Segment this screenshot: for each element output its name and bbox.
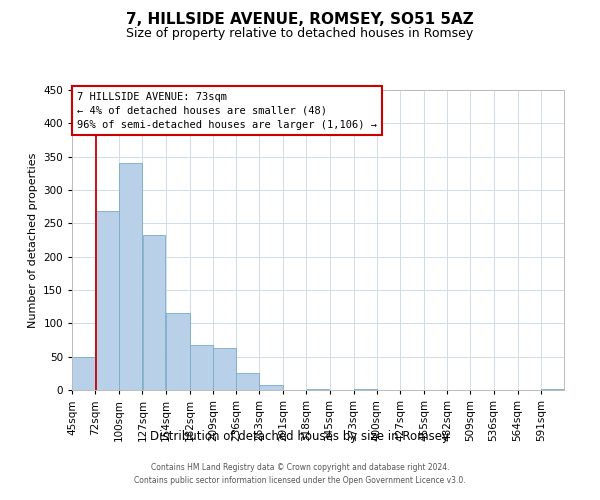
Bar [190, 344, 212, 390]
Y-axis label: Number of detached properties: Number of detached properties [28, 152, 38, 328]
Bar [72, 356, 95, 390]
Bar [166, 314, 190, 390]
Text: Contains HM Land Registry data © Crown copyright and database right 2024.
Contai: Contains HM Land Registry data © Crown c… [134, 464, 466, 485]
Bar [541, 388, 564, 390]
Bar [307, 388, 329, 390]
Text: Distribution of detached houses by size in Romsey: Distribution of detached houses by size … [151, 430, 449, 443]
Bar [236, 374, 259, 390]
Bar [259, 384, 283, 390]
Bar [143, 236, 166, 390]
Text: 7 HILLSIDE AVENUE: 73sqm
← 4% of detached houses are smaller (48)
96% of semi-de: 7 HILLSIDE AVENUE: 73sqm ← 4% of detache… [77, 92, 377, 130]
Bar [213, 348, 236, 390]
Text: 7, HILLSIDE AVENUE, ROMSEY, SO51 5AZ: 7, HILLSIDE AVENUE, ROMSEY, SO51 5AZ [126, 12, 474, 28]
Bar [95, 212, 119, 390]
Bar [119, 164, 142, 390]
Text: Size of property relative to detached houses in Romsey: Size of property relative to detached ho… [127, 28, 473, 40]
